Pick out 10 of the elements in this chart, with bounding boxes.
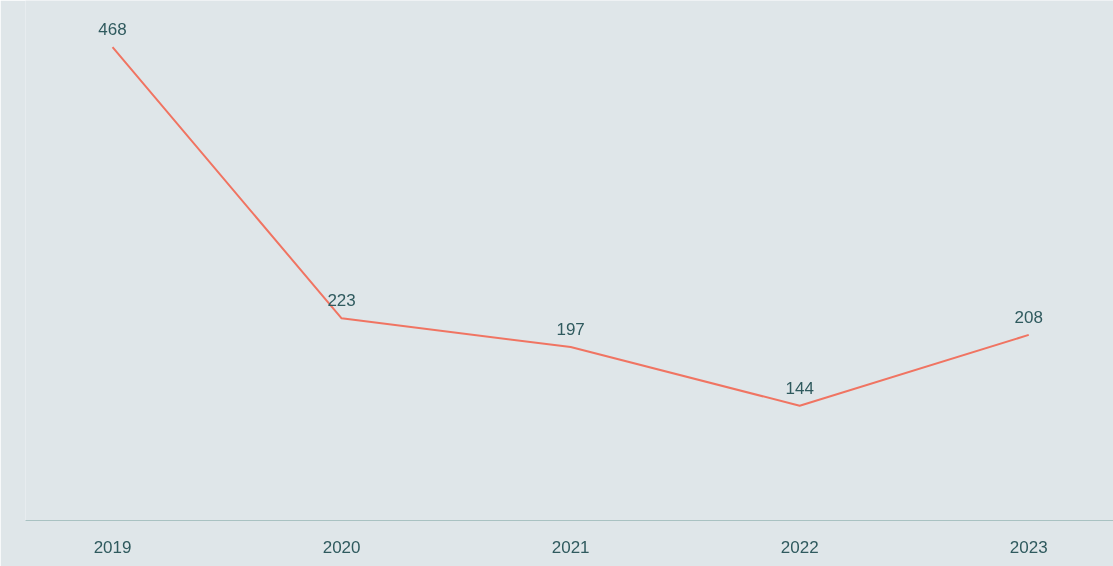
x-tick-label: 2020 <box>322 537 361 557</box>
data-label: 468 <box>98 20 127 40</box>
data-label: 223 <box>327 291 356 311</box>
x-tick-label: 2019 <box>93 537 132 557</box>
x-tick-label: 2022 <box>780 537 819 557</box>
data-label: 144 <box>785 378 814 398</box>
x-tick-label: 2021 <box>551 537 590 557</box>
data-label: 197 <box>556 320 585 340</box>
x-tick-label: 2023 <box>1009 537 1048 557</box>
data-label: 208 <box>1014 307 1043 327</box>
